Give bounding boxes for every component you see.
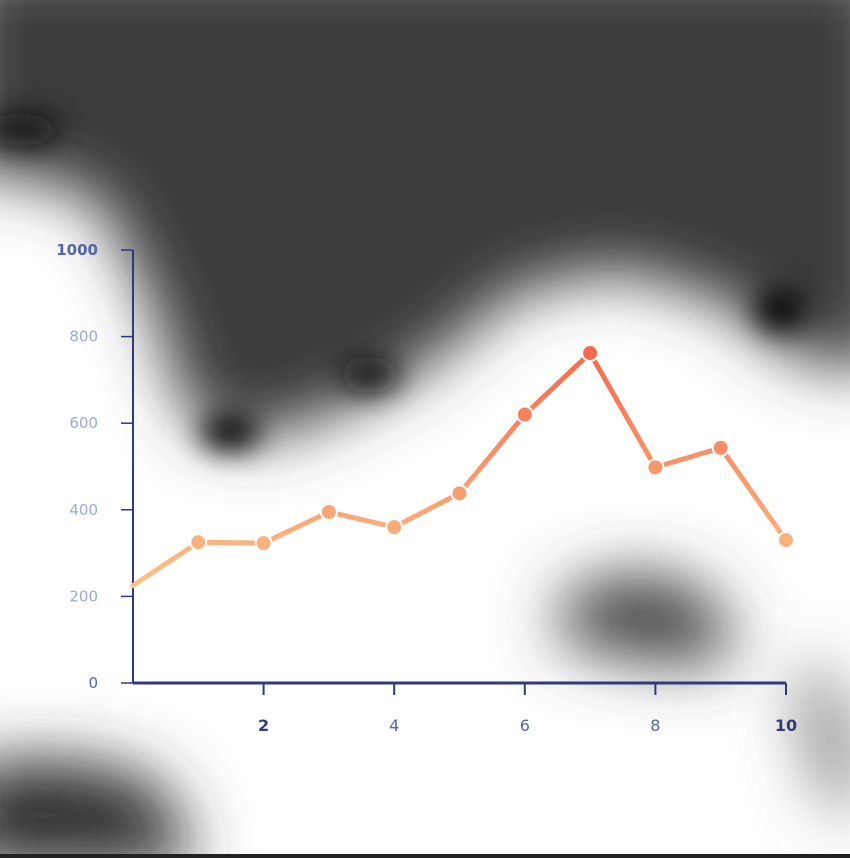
data-point — [581, 344, 600, 363]
data-series — [130, 344, 795, 589]
x-axis-ticks: 2 4 6 8 10 — [258, 683, 797, 735]
y-tick-label: 600 — [69, 414, 98, 432]
data-point — [777, 531, 795, 550]
y-tick-label: 0 — [88, 674, 98, 692]
data-point — [515, 405, 534, 424]
data-point — [711, 438, 730, 457]
data-point — [254, 534, 273, 553]
x-tick-label: 4 — [389, 716, 399, 735]
x-tick-label: 8 — [650, 716, 660, 735]
x-tick-label: 6 — [520, 716, 530, 735]
y-tick-label: 1000 — [56, 241, 98, 259]
series-line — [130, 350, 789, 589]
y-tick-label: 200 — [69, 587, 98, 605]
x-tick-label: 2 — [258, 716, 269, 735]
y-tick-label: 400 — [69, 501, 98, 519]
y-tick-label: 800 — [69, 328, 98, 346]
data-point — [319, 502, 338, 521]
data-point — [385, 518, 404, 537]
data-point — [450, 484, 469, 503]
data-point — [646, 458, 665, 477]
data-point — [189, 533, 208, 552]
x-tick-label: 10 — [775, 716, 797, 735]
y-axis-ticks: 0 200 400 600 800 1000 — [56, 241, 133, 692]
